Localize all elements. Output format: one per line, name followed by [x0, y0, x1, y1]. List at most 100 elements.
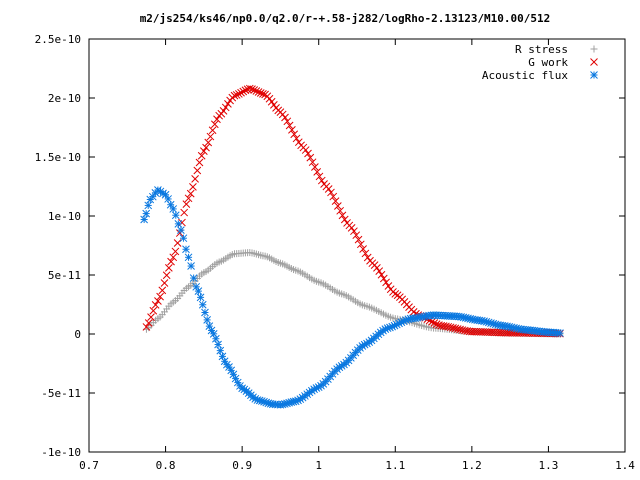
data-point [224, 100, 232, 108]
y-tick-label: 2.5e-10 [35, 33, 81, 46]
data-point [453, 325, 462, 333]
data-point [250, 86, 259, 94]
data-point [456, 325, 464, 334]
data-point [254, 88, 263, 96]
data-point [182, 245, 190, 254]
legend-marker [590, 71, 598, 79]
data-point [460, 326, 469, 335]
legend-label: R stress [515, 43, 568, 56]
data-point [221, 103, 230, 112]
data-point [169, 205, 178, 213]
data-point [230, 91, 239, 100]
data-point [449, 323, 457, 332]
y-tick-label: 2e-10 [48, 92, 81, 105]
data-point [292, 134, 301, 143]
data-point [213, 115, 221, 124]
data-point [191, 175, 199, 183]
data-point [379, 274, 388, 283]
data-point [214, 340, 222, 349]
data-point [173, 239, 182, 247]
x-tick-label: 1.4 [615, 459, 635, 472]
x-tick-label: 1.1 [385, 459, 405, 472]
data-point [338, 211, 347, 220]
series-acoustic-flux [140, 186, 564, 409]
data-point [281, 113, 289, 122]
legend-marker [590, 45, 598, 53]
legend-label: G work [528, 56, 568, 69]
data-point [306, 153, 315, 162]
data-point [354, 235, 363, 244]
data-point [193, 166, 202, 175]
data-point [189, 274, 198, 282]
data-point [442, 322, 450, 331]
data-point [304, 149, 312, 158]
data-point [232, 91, 241, 99]
data-point [208, 126, 217, 135]
data-point [285, 121, 294, 130]
data-point [171, 247, 180, 256]
data-point [432, 320, 441, 328]
x-tick-label: 0.9 [232, 459, 252, 472]
data-point [202, 143, 210, 152]
data-point [259, 90, 267, 98]
data-point [350, 227, 358, 236]
data-point [144, 201, 153, 210]
plot-frame [88, 38, 626, 453]
data-point [182, 200, 191, 209]
data-point [219, 106, 228, 115]
x-tick-label: 0.8 [156, 459, 176, 472]
series-g-work [142, 84, 564, 338]
data-point [329, 192, 338, 201]
data-point [179, 234, 188, 243]
data-point [334, 202, 342, 210]
data-point [308, 158, 317, 167]
data-point [140, 215, 148, 224]
data-point [198, 300, 207, 309]
data-point [288, 126, 296, 134]
data-point [315, 172, 324, 181]
data-point [180, 208, 189, 217]
data-point [313, 168, 322, 176]
data-point [248, 85, 256, 93]
data-point [556, 329, 564, 337]
y-tick-label: 1e-10 [48, 210, 81, 223]
data-point [200, 147, 208, 155]
data-point [201, 308, 209, 317]
data-point [142, 209, 151, 218]
data-point [458, 326, 467, 334]
data-point [352, 231, 361, 240]
axes: 0.7 0.8 0.9 1 1.1 1.2 1.3 1.4 -1e-10 -5e-11 0 5e-11… [35, 33, 636, 472]
data-point [156, 292, 164, 301]
data-point [142, 323, 151, 331]
data-point [331, 197, 340, 205]
data-point [382, 278, 390, 287]
data-point [256, 89, 265, 97]
data-point [235, 90, 243, 98]
data-point [359, 245, 367, 253]
data-point [324, 185, 333, 193]
data-point [171, 211, 180, 220]
data-point [347, 224, 356, 232]
legend-label: Acoustic flux [482, 69, 568, 82]
data-point [239, 87, 248, 96]
x-tick-label: 1 [315, 459, 322, 472]
data-point [340, 215, 349, 224]
data-point [160, 279, 169, 287]
data-point [301, 146, 310, 154]
data-point [162, 271, 171, 280]
data-point [278, 110, 287, 119]
data-point [210, 120, 219, 129]
data-point [149, 306, 158, 315]
data-point [237, 88, 245, 97]
data-marks [140, 84, 564, 409]
chart-title: m2/js254/ks46/np0.0/q2.0/r-+.58-j282/log… [140, 12, 551, 25]
data-point [197, 151, 206, 160]
data-point [430, 319, 439, 327]
data-point [147, 313, 155, 322]
y-tick-label: 5e-11 [48, 269, 81, 282]
data-point [444, 322, 453, 331]
data-point [196, 293, 205, 302]
data-point [356, 240, 365, 249]
data-point [311, 163, 319, 171]
data-point [439, 322, 448, 330]
